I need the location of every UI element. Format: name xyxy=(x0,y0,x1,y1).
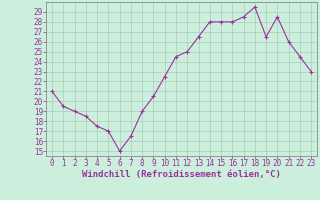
X-axis label: Windchill (Refroidissement éolien,°C): Windchill (Refroidissement éolien,°C) xyxy=(82,170,281,179)
